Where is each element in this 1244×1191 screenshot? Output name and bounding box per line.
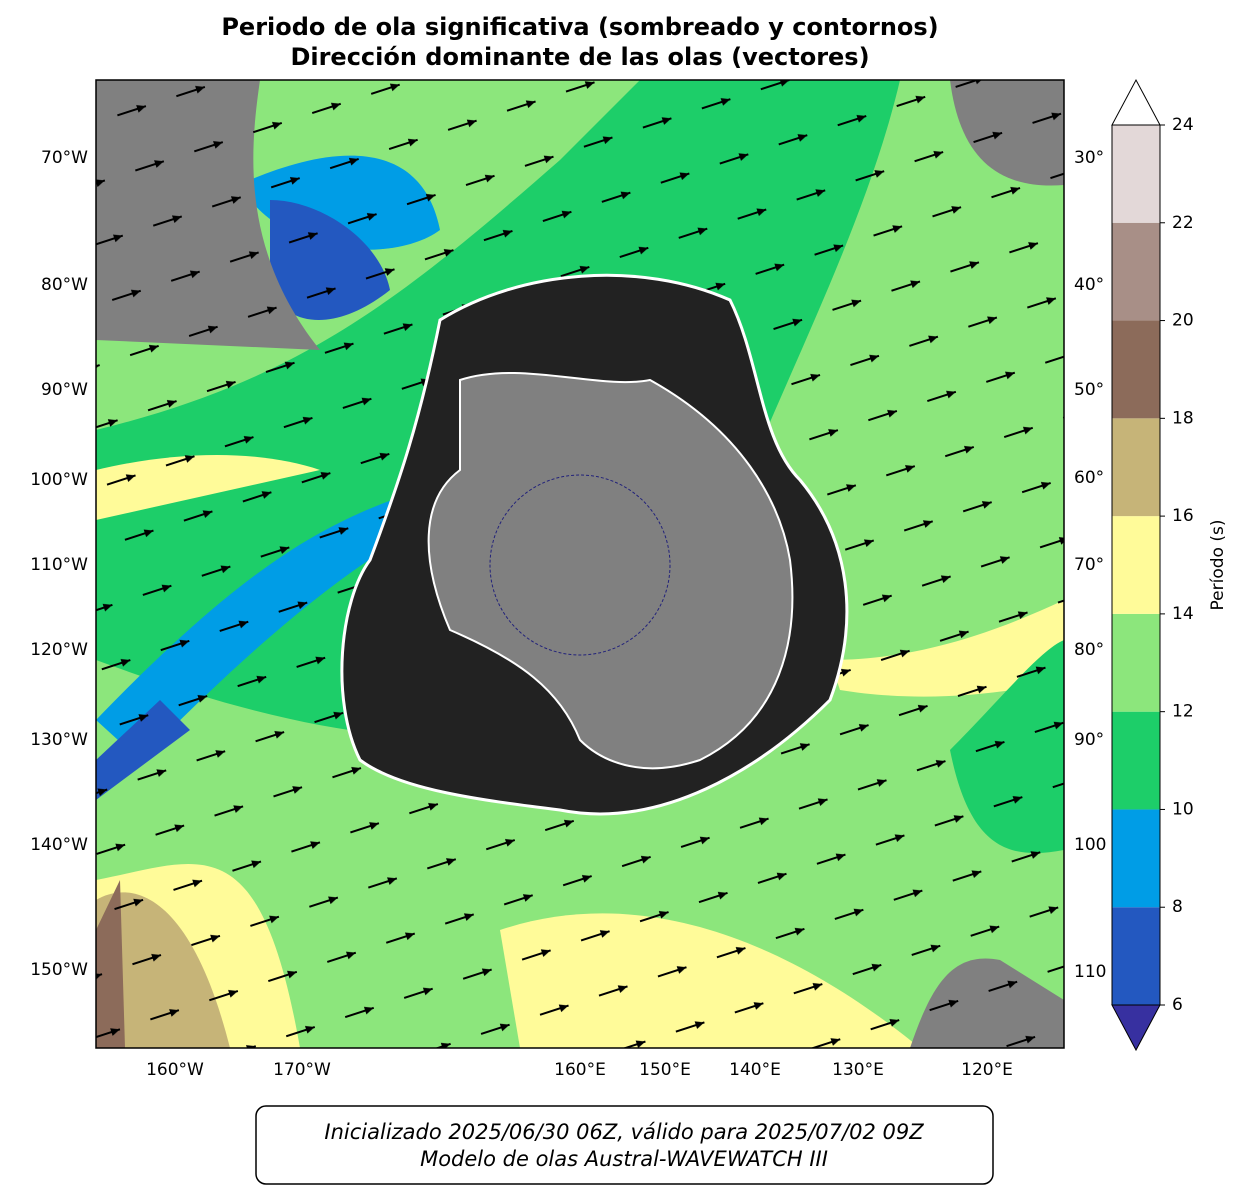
title-line: Periodo de ola significativa (sombreado … [221,13,938,41]
colorbar-tick-label: 8 [1172,897,1183,917]
colorbar-band [1112,809,1160,908]
colorbar-tick-label: 20 [1172,311,1194,331]
colorbar-tick-label: 10 [1172,799,1194,819]
lat-label: 150°W [30,960,88,980]
latitude-circle [489,474,671,656]
colorbar-tick-label: 24 [1172,115,1194,135]
lat-label: 130°W [30,730,88,750]
lon-label: 160°E [554,1060,606,1080]
colorbar-band [1112,516,1160,614]
lat-label: 120°W [30,640,88,660]
colorbar-band [1112,125,1160,223]
colorbar-band [1112,418,1160,517]
lat-label: 110°W [30,555,88,575]
footer-line: Inicializado 2025/06/30 06Z, válido para… [324,1120,924,1144]
colorbar-tick-label: 18 [1172,408,1194,428]
colorbar-extend-over [1111,78,1161,126]
lon-label: 120°E [961,1060,1013,1080]
colorbar-tick-label: 6 [1172,995,1183,1015]
colorbar-band [1112,613,1160,712]
colorbar-tick-label: 14 [1172,604,1194,624]
lat-label: 70° [1074,555,1104,575]
colorbar-outline [1111,125,1161,1005]
colorbar-tick-label: 22 [1172,213,1194,233]
lat-label: 40° [1074,275,1104,295]
lat-label: 60° [1074,468,1104,488]
lat-label: 80° [1074,640,1104,660]
lon-label: 160°W [146,1060,204,1080]
title-line: Dirección dominante de las olas (vectore… [290,43,869,71]
lat-label: 140°W [30,835,88,855]
colorbar-tick-label: 16 [1172,506,1194,526]
colorbar-extend-under [1111,1004,1161,1052]
antarctica [427,371,794,770]
lat-label: 70°W [41,148,88,168]
colorbar-tick-label: 12 [1172,702,1194,722]
map [96,80,1064,1048]
footer-line: Modelo de olas Austral-WAVEWATCH III [420,1147,828,1171]
colorbar-band [1112,222,1160,321]
lat-label: 90°W [41,380,88,400]
lat-label: 90° [1074,730,1104,750]
map-frame [95,79,1065,1049]
lat-label: 50° [1074,380,1104,400]
lon-label: 150°E [639,1060,691,1080]
lat-label: 30° [1074,148,1104,168]
lat-label: 80°W [41,275,88,295]
lat-label: 110 [1074,962,1106,982]
colorbar-label: Período (s) [1208,520,1228,611]
lat-label: 100 [1074,835,1106,855]
colorbar-band [1112,320,1160,419]
colorbar-band [1112,711,1160,810]
footer-box [255,1105,994,1185]
lon-label: 170°W [273,1060,331,1080]
colorbar-band [1112,907,1160,1005]
lon-label: 140°E [729,1060,781,1080]
lat-label: 100°W [30,470,88,490]
lon-label: 130°E [832,1060,884,1080]
